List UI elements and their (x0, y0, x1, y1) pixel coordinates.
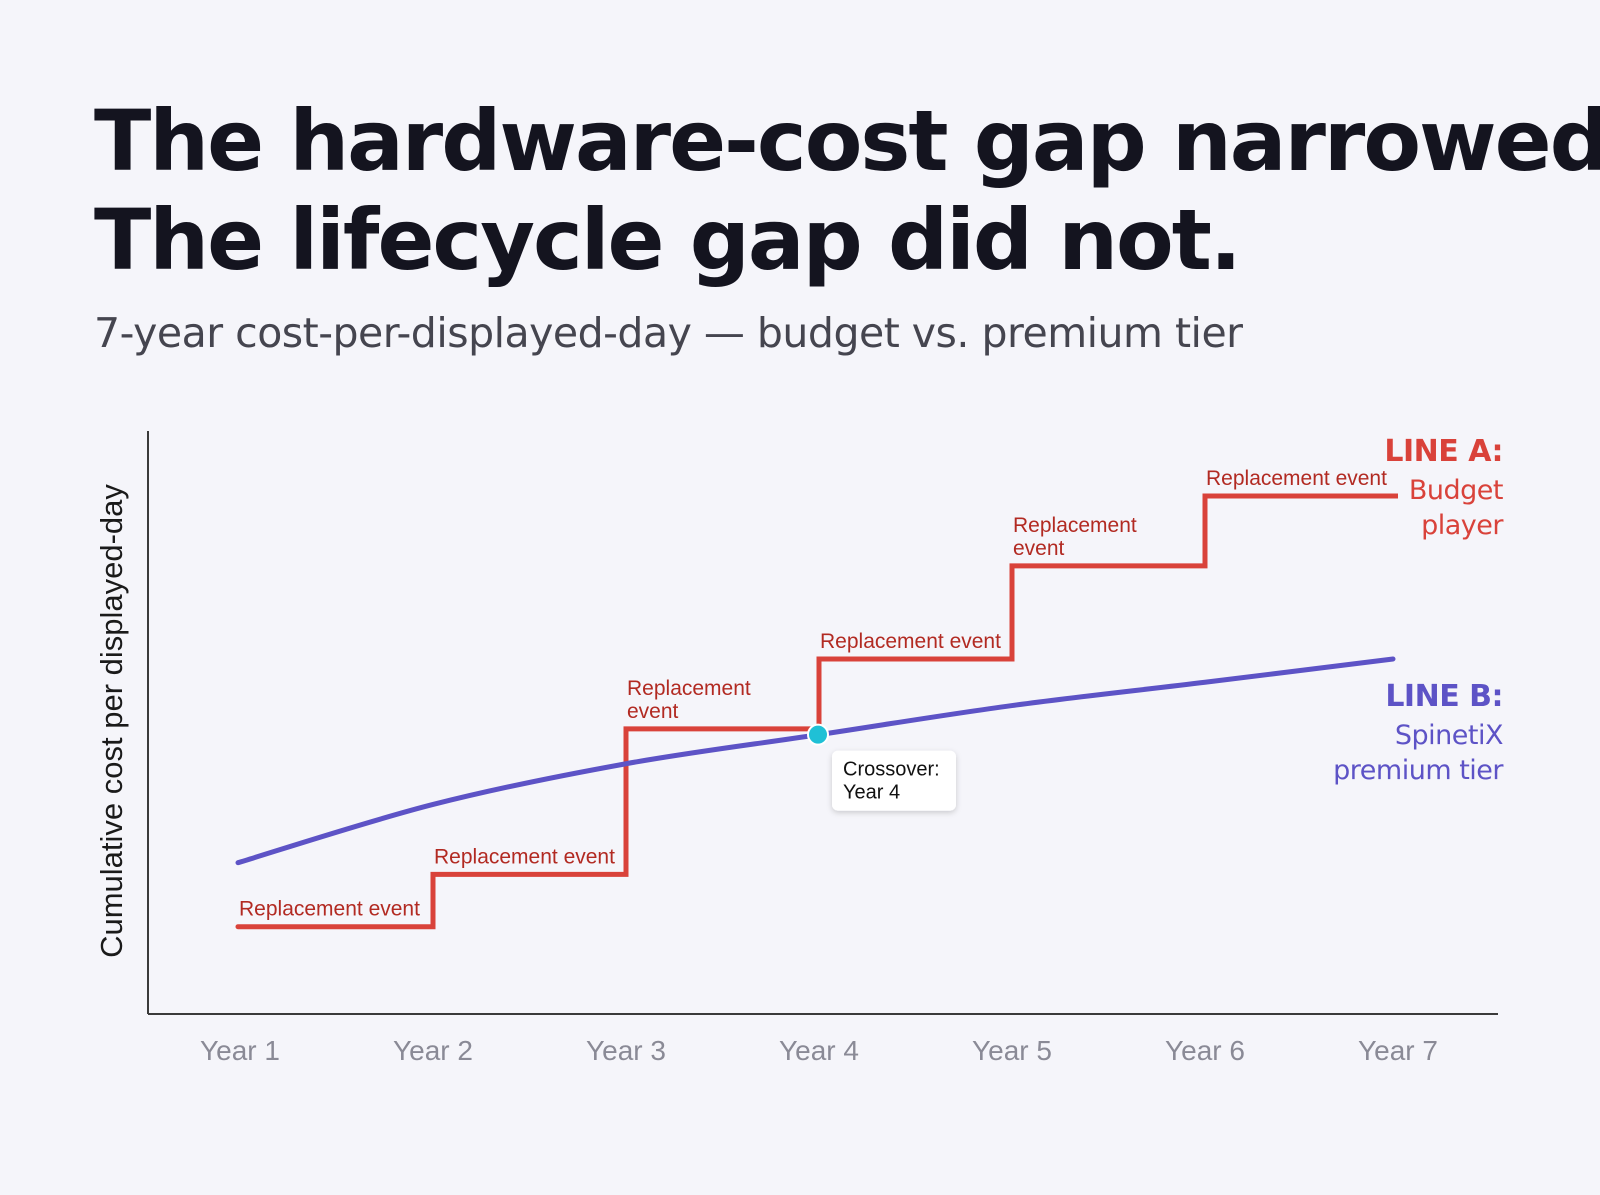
replacement-event-labels: Replacement event Replacement event Replac… (239, 467, 1387, 921)
legend-title-line_a: LINE A: (1384, 434, 1503, 469)
crossover-annotation: Crossover: Year 4 (807, 723, 956, 811)
replacement-event-label: Replacement event (627, 677, 751, 723)
replacement-event-label: Replacement event (239, 898, 420, 921)
replacement-event-label: Replacement event (434, 845, 615, 868)
series-line-line_a (235, 493, 1398, 930)
x-tick-label: Year 2 (393, 1035, 473, 1066)
legend-description-line_a: Budget player (1409, 475, 1505, 541)
y-axis-label: Cumulative cost per displayed-day (94, 484, 129, 958)
x-tick-label: Year 5 (972, 1035, 1052, 1066)
crossover-label: Crossover: Year 4 (843, 759, 940, 804)
series-lines (235, 493, 1398, 930)
x-tick-label: Year 6 (1165, 1035, 1245, 1066)
headline-line-1: The hardware-cost gap narrowed. (94, 92, 1600, 190)
x-tick-label: Year 1 (200, 1035, 280, 1066)
legend-description-line_b: SpinetiX premium tier (1333, 720, 1504, 786)
headline-line-2: The lifecycle gap did not. (94, 191, 1242, 289)
series-line-line_b (235, 656, 1396, 866)
x-tick-labels: Year 1 Year 2 Year 3 Year 4 Year 5 Year 6 Year… (200, 1035, 1438, 1066)
x-tick-label: Year 7 (1358, 1035, 1438, 1066)
crossover-marker (807, 723, 829, 746)
replacement-event-label: Replacement event (820, 630, 1001, 653)
legend-title-line_b: LINE B: (1385, 679, 1503, 714)
replacement-event-label: Replacement event (1013, 514, 1137, 560)
x-tick-label: Year 4 (779, 1035, 859, 1066)
headline: The hardware-cost gap narrowed. The life… (94, 92, 1600, 290)
crossover-tooltip (832, 750, 956, 811)
replacement-event-label: Replacement event (1206, 467, 1387, 490)
subtitle: 7-year cost-per-displayed-day — budget v… (94, 309, 1243, 357)
series-legend: LINE A: Budget player LINE B: SpinetiX premiu… (1333, 434, 1505, 786)
x-tick-label: Year 3 (586, 1035, 666, 1066)
